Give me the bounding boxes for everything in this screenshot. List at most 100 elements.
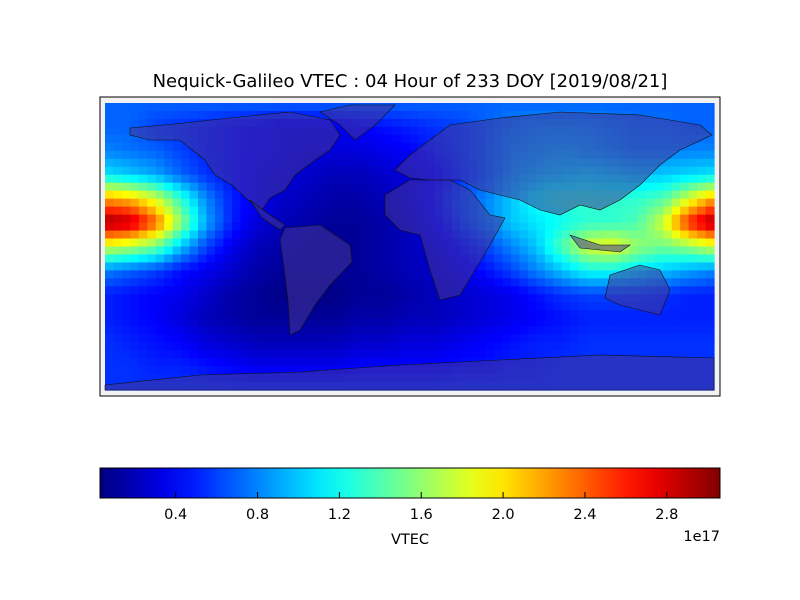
heatmap-cell <box>654 190 664 200</box>
heatmap-cell <box>587 206 597 216</box>
heatmap-cell <box>367 254 377 264</box>
heatmap-cell <box>367 270 377 279</box>
heatmap-cell <box>316 310 326 319</box>
heatmap-cell <box>375 134 385 144</box>
heatmap-cell <box>401 118 411 128</box>
heatmap-cell <box>189 150 199 160</box>
heatmap-cell <box>138 374 148 383</box>
heatmap-cell <box>274 350 284 359</box>
heatmap-cell <box>181 103 191 112</box>
heatmap-cell <box>155 238 165 248</box>
heatmap-cell <box>316 174 326 184</box>
heatmap-cell <box>316 358 326 367</box>
heatmap-cell <box>426 126 436 136</box>
heatmap-cell <box>451 118 461 128</box>
heatmap-cell <box>570 334 580 343</box>
heatmap-cell <box>248 318 258 327</box>
heatmap-cell <box>358 166 368 176</box>
heatmap-cell <box>502 206 512 216</box>
heatmap-cell <box>181 286 191 295</box>
heatmap-cell <box>147 366 157 375</box>
heatmap-cell <box>105 334 115 343</box>
heatmap-cell <box>198 198 208 208</box>
heatmap-cell <box>223 222 233 232</box>
heatmap-cell <box>189 206 199 216</box>
heatmap-cell <box>375 230 385 240</box>
heatmap-cell <box>105 246 115 256</box>
heatmap-cell <box>502 110 512 120</box>
heatmap-cell <box>350 166 360 176</box>
heatmap-cell <box>350 326 360 335</box>
heatmap-cell <box>384 310 394 319</box>
heatmap-cell <box>189 310 199 319</box>
heatmap-cell <box>553 302 563 311</box>
heatmap-cell <box>341 302 351 311</box>
heatmap-cell <box>477 190 487 200</box>
heatmap-cell <box>485 294 495 303</box>
heatmap-cell <box>248 230 258 240</box>
heatmap-cell <box>553 294 563 303</box>
heatmap-cell <box>265 238 275 248</box>
heatmap-cell <box>274 190 284 200</box>
heatmap-cell <box>206 166 216 176</box>
heatmap-cell <box>358 174 368 184</box>
heatmap-cell <box>257 286 267 295</box>
heatmap-cell <box>654 238 664 248</box>
heatmap-cell <box>147 254 157 264</box>
heatmap-cell <box>333 206 343 216</box>
heatmap-cell <box>231 103 241 112</box>
heatmap-cell <box>113 302 123 311</box>
heatmap-cell <box>113 222 123 232</box>
heatmap-cell <box>358 318 368 327</box>
heatmap-cell <box>671 342 681 351</box>
heatmap-cell <box>392 278 402 287</box>
heatmap-cell <box>206 334 216 343</box>
heatmap-cell <box>401 150 411 160</box>
heatmap-cell <box>384 334 394 343</box>
heatmap-cell <box>121 334 131 343</box>
heatmap-cell <box>536 222 546 232</box>
heatmap-cell <box>426 326 436 335</box>
heatmap-cell <box>291 342 301 351</box>
heatmap-cell <box>214 110 225 120</box>
heatmap-cell <box>291 103 301 112</box>
heatmap-cell <box>384 134 394 144</box>
heatmap-cell <box>485 206 495 216</box>
heatmap-cell <box>130 166 140 176</box>
heatmap-cell <box>138 158 148 168</box>
heatmap-cell <box>189 110 199 120</box>
heatmap-cell <box>663 326 673 335</box>
heatmap-cell <box>113 262 123 272</box>
heatmap-cell <box>663 174 673 184</box>
heatmap-cell <box>595 246 605 256</box>
heatmap-cell <box>494 238 504 248</box>
heatmap-cell <box>620 198 631 208</box>
heatmap-cell <box>697 206 707 216</box>
heatmap-cell <box>282 103 292 112</box>
heatmap-cell <box>121 230 131 240</box>
heatmap-cell <box>358 182 368 192</box>
heatmap-cell <box>324 206 334 216</box>
heatmap-cell <box>375 150 385 160</box>
heatmap-cell <box>240 350 250 359</box>
heatmap-cell <box>189 230 199 240</box>
heatmap-cell <box>612 342 622 351</box>
heatmap-cell <box>198 262 208 272</box>
heatmap-cell <box>155 198 165 208</box>
heatmap-cell <box>705 166 715 176</box>
heatmap-cell <box>282 342 292 351</box>
heatmap-cell <box>451 310 461 319</box>
heatmap-cell <box>274 294 284 303</box>
heatmap-cell <box>113 134 123 144</box>
heatmap-cell <box>367 150 377 160</box>
heatmap-cell <box>299 174 309 184</box>
heatmap-cell <box>697 302 707 311</box>
heatmap-cell <box>367 318 377 327</box>
heatmap-cell <box>113 190 123 200</box>
heatmap-cell <box>367 158 377 168</box>
heatmap-cell <box>138 134 148 144</box>
heatmap-cell <box>697 310 707 319</box>
heatmap-cell <box>544 350 554 359</box>
heatmap-cell <box>248 294 258 303</box>
heatmap-cell <box>341 142 351 152</box>
